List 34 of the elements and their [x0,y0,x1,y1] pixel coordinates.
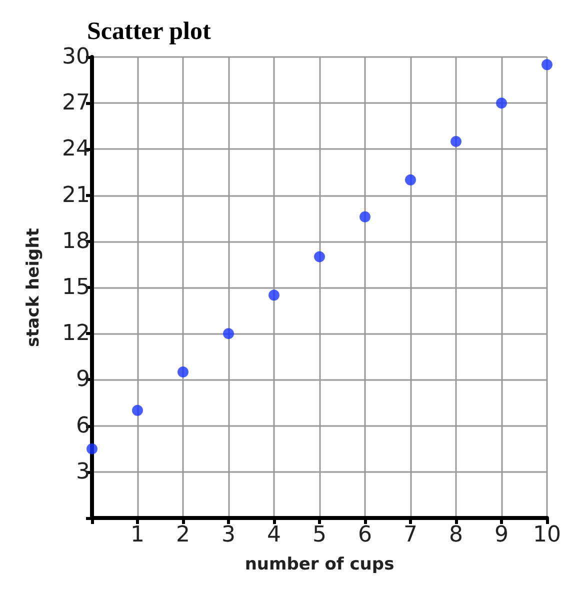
y-tick-label: 12 [62,321,90,346]
y-tick-label: 18 [62,228,90,254]
point [132,404,143,416]
y-tick-label: 6 [76,413,90,438]
x-tick-label: 4 [267,522,281,548]
y-tick-label: 27 [62,90,90,116]
y-tick-label: 3 [76,459,90,484]
point [450,136,462,148]
point [360,211,370,222]
x-tick-label: 2 [176,522,190,548]
point [223,328,234,340]
x-tick-label: 3 [222,522,236,548]
x-tick-label: 8 [449,522,463,548]
y-tick-label: 21 [62,182,90,208]
y-tick-label: 9 [76,367,90,392]
point [405,174,416,186]
x-tick-label: 6 [358,522,372,548]
x-axis-title: number of cups [244,554,394,574]
y-tick-label: 15 [62,275,90,300]
x-tick-label: 10 [533,522,562,548]
point [268,290,280,301]
x-tick-label: 1 [130,522,144,548]
point [542,59,553,70]
point [496,98,508,109]
point [178,366,188,378]
x-tick-label: 5 [312,522,326,548]
y-tick-label: 30 [62,44,90,70]
point [86,443,98,454]
y-tick-label: 24 [62,136,90,162]
x-tick-label: 9 [494,522,509,548]
chart-title: Scatter plot [87,18,212,45]
x-tick-label: 7 [404,522,418,548]
point [314,251,325,262]
y-axis-title: stack height [24,228,44,347]
